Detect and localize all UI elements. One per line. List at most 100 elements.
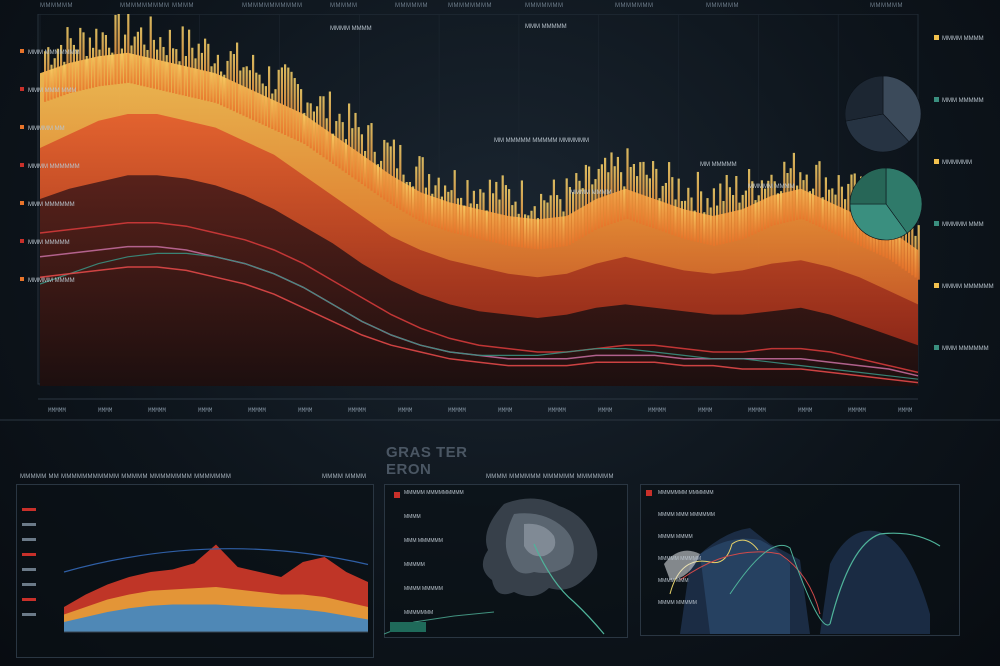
spike-bar — [735, 176, 738, 241]
spike-bars — [44, 14, 920, 280]
spike-bar — [536, 218, 539, 250]
spike-bar — [780, 191, 783, 224]
panel-row: MMMMMMM MMMMMM — [658, 490, 714, 496]
spike-bar — [527, 215, 530, 249]
header-tab[interactable]: MMMMMMMMMMM — [242, 3, 303, 9]
legend-label: MMM MMMMMMM — [28, 50, 80, 56]
spike-bar — [504, 185, 507, 246]
header-tab[interactable]: MMMMMMMM — [448, 3, 492, 9]
spike-bar — [703, 212, 706, 244]
spike-bar — [338, 113, 341, 169]
spike-bar — [808, 191, 811, 223]
spike-bar — [354, 112, 357, 180]
small-area-series — [64, 604, 368, 632]
spike-bar — [831, 188, 834, 233]
header-tab[interactable]: MMMMMMM — [615, 3, 654, 9]
spike-bar — [229, 51, 232, 110]
spike-bar — [799, 172, 802, 220]
spike-bar — [575, 173, 578, 242]
spike-bar — [188, 29, 191, 97]
header-tab[interactable]: MMMMMM — [395, 3, 428, 9]
pie-slice — [845, 113, 910, 153]
spike-bar — [834, 194, 837, 235]
pie-chart-dark — [845, 76, 922, 153]
header-tab[interactable]: MMMMMMM — [525, 3, 564, 9]
spike-bar — [607, 172, 610, 226]
spike-bar — [396, 168, 399, 208]
small-legend-row — [22, 553, 36, 556]
x-tick-label: MMMMM — [648, 407, 666, 414]
right-label: MMM MMMMM — [942, 98, 984, 104]
spike-bar — [373, 151, 376, 193]
spike-bar — [405, 181, 408, 214]
spike-bar — [140, 27, 143, 86]
spike-bar — [783, 161, 786, 223]
spike-bar — [572, 192, 575, 243]
header-tab[interactable]: MMMM — [172, 3, 194, 9]
spike-bar — [469, 203, 472, 238]
panel-row: MMMM MMMMM — [658, 600, 697, 606]
spike-bar — [479, 189, 482, 240]
spike-bar — [213, 63, 216, 103]
spike-bar — [204, 38, 207, 101]
right-label: MMMM MMMM — [942, 36, 984, 42]
spike-bar — [716, 205, 719, 246]
spike-bar — [124, 34, 127, 84]
spike-bar — [706, 198, 709, 245]
header-tab[interactable]: MMMMMM — [870, 3, 903, 9]
annotation-label: MMMM MMMM — [330, 26, 372, 32]
spike-bar — [88, 37, 91, 89]
trend-line — [39, 252, 919, 380]
spike-bar — [725, 174, 728, 244]
panel-row: MMMMM MMMMMMMMM — [404, 490, 464, 496]
map-graphic — [384, 492, 605, 635]
header-tab[interactable]: MMMMMM — [40, 3, 73, 9]
spike-bar — [748, 169, 751, 237]
spike-bar — [399, 144, 402, 210]
spike-bar — [60, 44, 63, 97]
header-tab[interactable]: MMMMMMMMM — [120, 3, 170, 9]
spike-bar — [623, 186, 626, 220]
spike-bar — [498, 199, 501, 244]
spike-bar — [501, 175, 504, 245]
spike-bar — [626, 148, 629, 220]
spike-bar — [904, 214, 907, 271]
spike-bar — [671, 177, 674, 235]
spike-bar — [332, 133, 335, 164]
header-tab[interactable]: MMMMM — [330, 3, 358, 9]
spike-bar — [424, 187, 427, 224]
spike-bar — [261, 83, 264, 125]
spike-bar — [802, 180, 805, 220]
spike-bar — [578, 180, 581, 240]
header-tabs: MMMMMM MMMMMMMMM MMMM MMMMMMMMMMM MMMMM MMMMM… — [0, 0, 1000, 16]
x-tick-label: MMMMM — [48, 407, 66, 414]
spike-bar — [898, 229, 901, 267]
x-tick-label: MMMM — [698, 407, 713, 414]
spike-bar — [597, 168, 600, 229]
spike-bar — [546, 202, 549, 249]
header-tab[interactable]: MMMMMM — [706, 3, 739, 9]
spike-bar — [664, 182, 667, 233]
spike-bar — [66, 27, 69, 94]
spike-bar — [98, 49, 101, 87]
spike-bar — [53, 58, 56, 99]
panel-row: MMMMMMM — [404, 610, 434, 616]
spike-bar — [495, 181, 498, 243]
spike-bar — [722, 201, 725, 244]
spike-bar — [533, 206, 536, 249]
spike-bar — [56, 48, 59, 98]
spike-bar — [130, 45, 133, 84]
spike-bar — [322, 96, 325, 158]
spike-bar — [552, 179, 555, 248]
spike-bar — [47, 47, 50, 101]
spike-bar — [309, 103, 312, 149]
small-legend-row — [22, 598, 36, 601]
spike-bar — [847, 183, 850, 241]
spike-bar — [463, 205, 466, 236]
right-label-swatch — [934, 35, 939, 40]
spike-bar — [120, 48, 123, 84]
spike-bar — [232, 54, 235, 112]
spike-bar — [668, 162, 671, 234]
spike-bar — [453, 170, 456, 234]
spike-bar — [383, 139, 386, 200]
